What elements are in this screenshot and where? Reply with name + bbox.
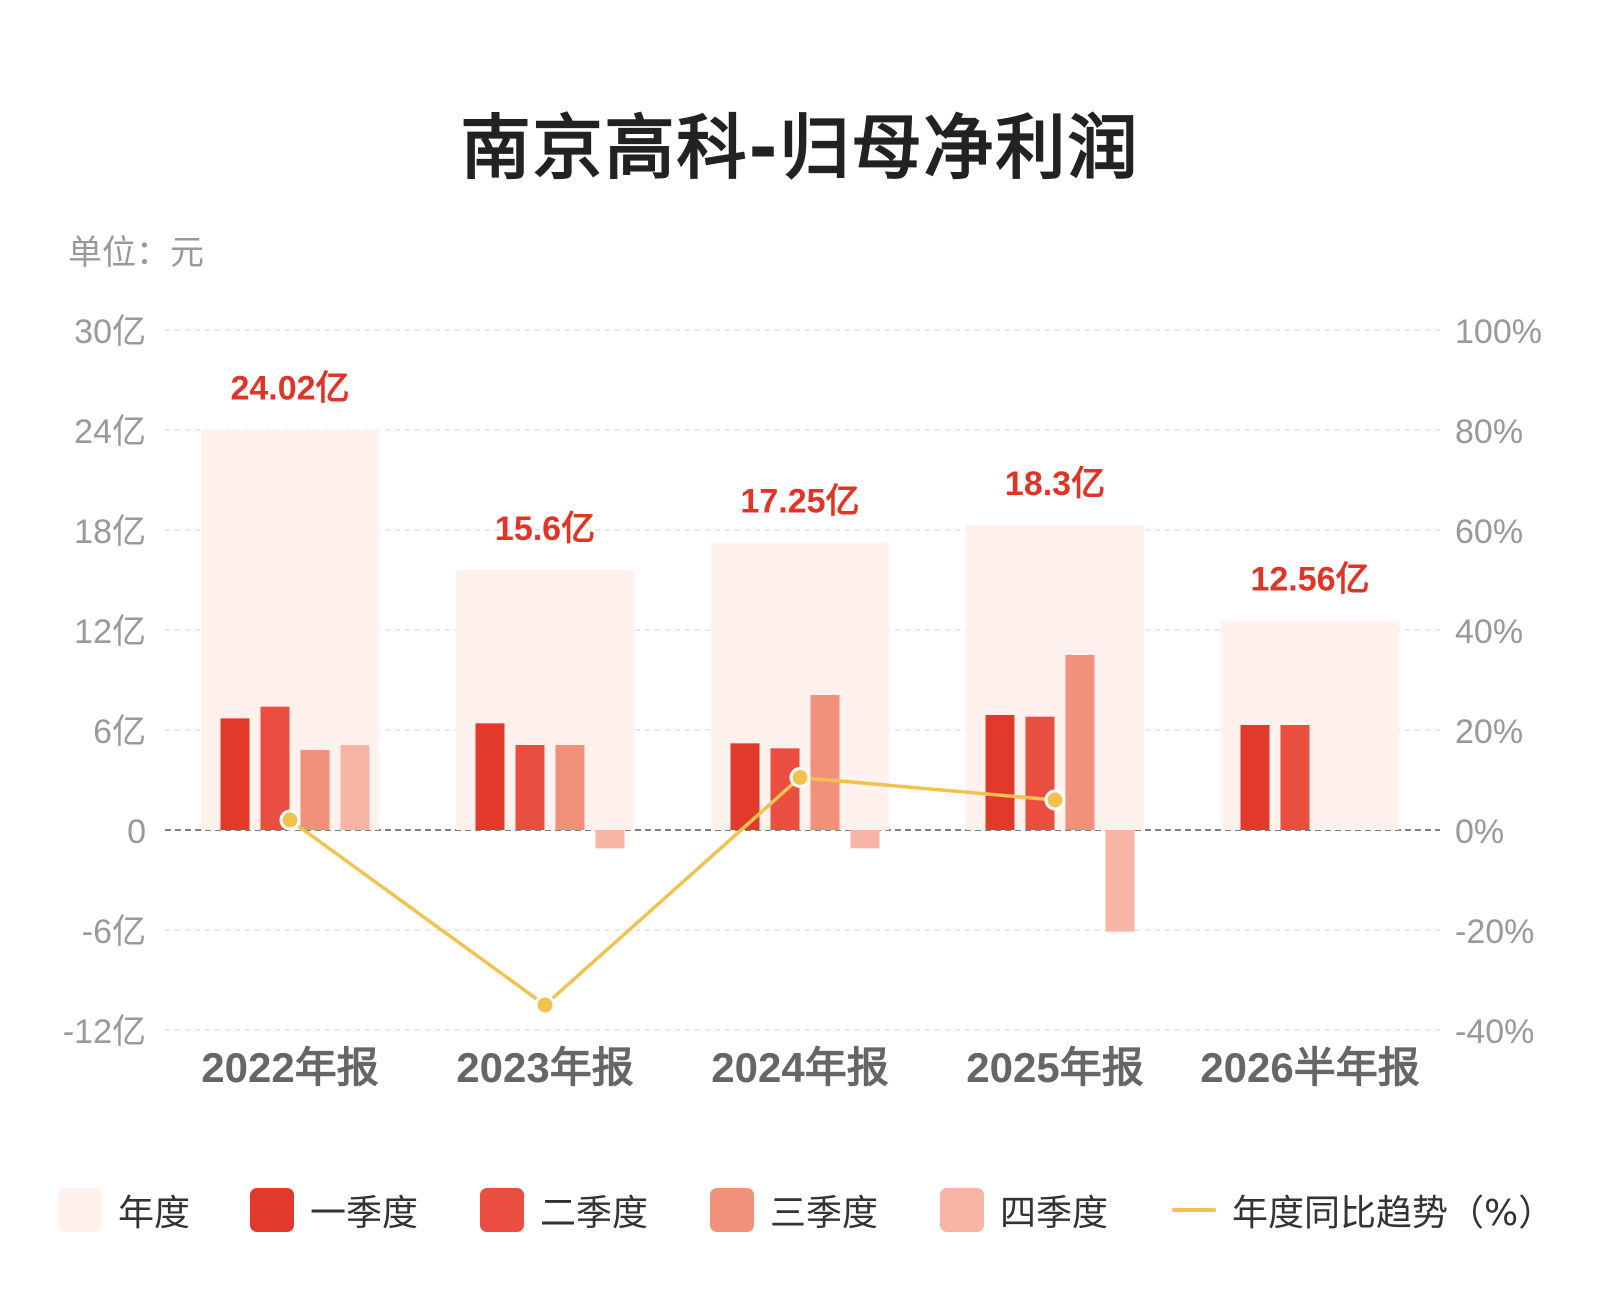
legend-swatch-q2: [480, 1188, 524, 1232]
left-tick-label: 24亿: [74, 413, 146, 451]
legend-item-q3: 三季度: [710, 1182, 878, 1238]
annual-value-label: 12.56亿: [1250, 561, 1369, 599]
legend-item-q1: 一季度: [250, 1182, 418, 1238]
annual-value-label: 24.02亿: [230, 370, 349, 408]
left-tick-label: -12亿: [63, 1013, 146, 1051]
left-tick-label: 30亿: [74, 313, 146, 351]
annual-value-label: 15.6亿: [495, 510, 595, 548]
bar-q4: [595, 830, 625, 849]
yoy-trend-point: [279, 809, 301, 831]
bar-q3: [1065, 655, 1095, 830]
legend-item-q4: 四季度: [940, 1182, 1108, 1238]
left-tick-label: 12亿: [74, 613, 146, 651]
yoy-trend-line: [288, 775, 1056, 1008]
yoy-trend-point: [789, 767, 811, 788]
bar-q1: [220, 718, 250, 830]
bar-q2: [260, 706, 290, 830]
legend-swatch-q3: [710, 1188, 754, 1232]
legend-line-trend: [1172, 1208, 1216, 1212]
bar-q4: [850, 830, 880, 849]
legend-label-q1: 一季度: [310, 1193, 419, 1234]
category-label: 2026半年报: [1200, 1044, 1419, 1091]
bar-q1: [730, 743, 760, 830]
bar-q2: [1025, 716, 1055, 830]
legend-label-trend: 年度同比趋势（%）: [1232, 1193, 1555, 1234]
legend-item-q2: 二季度: [480, 1182, 648, 1238]
legend-item-annual: 年度: [58, 1182, 190, 1238]
bar-q4: [340, 745, 370, 830]
legend-label-q2: 二季度: [540, 1193, 649, 1234]
right-tick-label: -20%: [1455, 913, 1534, 951]
right-tick-label: 0%: [1455, 813, 1504, 851]
yoy-trend-point: [1044, 789, 1066, 811]
left-tick-label: 0: [127, 813, 146, 851]
right-tick-label: 80%: [1455, 413, 1523, 451]
chart-title: 南京高科-归母净利润: [460, 107, 1140, 189]
chart-canvas: 30亿 24亿 18亿 12亿 6亿 0 -6亿 -12亿 100% 80% 60% 40% 20% 0%…: [63, 313, 1542, 1091]
legend-label-annual: 年度: [118, 1193, 191, 1234]
bar-q2: [515, 745, 545, 830]
category-label: 2025年报: [966, 1044, 1143, 1091]
bar-q3: [810, 695, 840, 830]
yoy-trend-point: [534, 994, 556, 1016]
annual-value-label: 17.25亿: [740, 483, 859, 521]
legend-swatch-annual: [58, 1188, 102, 1232]
unit-label: 单位：元: [68, 233, 204, 273]
right-tick-label: 100%: [1455, 313, 1542, 351]
right-tick-label: 60%: [1455, 513, 1523, 551]
legend-label-q3: 三季度: [770, 1193, 879, 1234]
bar-q1: [985, 715, 1015, 830]
legend-item-trend: 年度同比趋势（%）: [1172, 1182, 1554, 1238]
bar-q3: [300, 750, 330, 830]
left-tick-label: 6亿: [93, 713, 146, 751]
bar-q4: [1105, 830, 1135, 932]
annual-value-label: 18.3亿: [1005, 465, 1105, 503]
bar-q3: [555, 745, 585, 830]
legend-swatch-q4: [940, 1188, 984, 1232]
right-tick-label: 40%: [1455, 613, 1523, 651]
bar-q1: [1240, 725, 1270, 830]
legend: 年度 一季度 二季度 三季度 四季度 年度同比趋势（%）: [0, 1182, 1600, 1238]
right-tick-label: -40%: [1455, 1013, 1534, 1051]
left-tick-label: -6亿: [82, 913, 146, 951]
category-label: 2024年报: [711, 1044, 888, 1091]
legend-label-q4: 四季度: [1000, 1193, 1109, 1234]
bar-q2: [1280, 725, 1310, 830]
category-label: 2023年报: [456, 1044, 633, 1091]
right-tick-label: 20%: [1455, 713, 1523, 751]
left-tick-label: 18亿: [74, 513, 146, 551]
legend-swatch-q1: [250, 1188, 294, 1232]
bar-q1: [475, 723, 505, 830]
category-label: 2022年报: [201, 1044, 378, 1091]
